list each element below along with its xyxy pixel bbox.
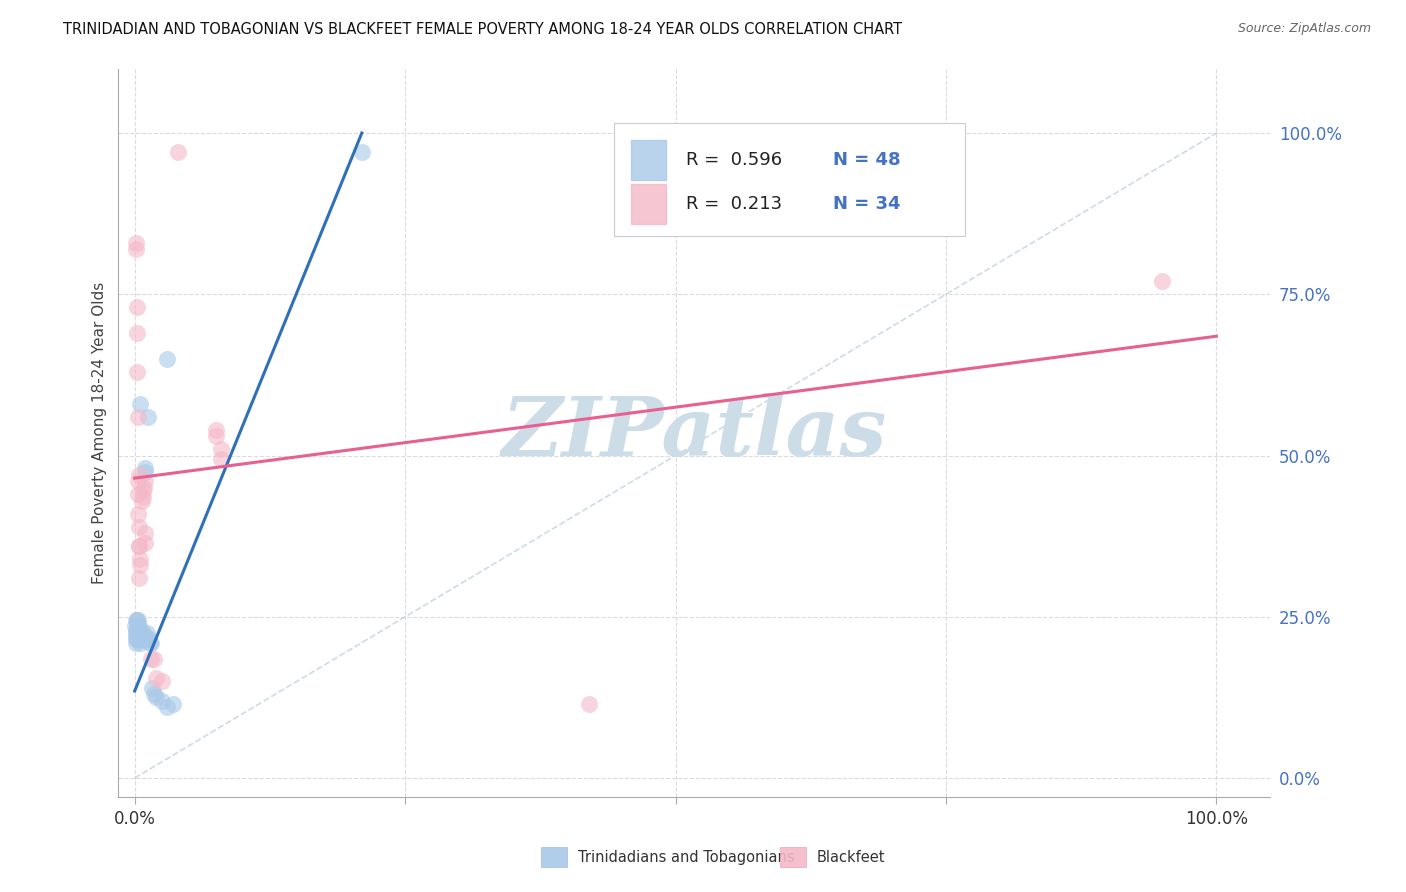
Point bbox=[134, 629, 156, 643]
Point bbox=[125, 242, 148, 256]
Point bbox=[129, 626, 152, 640]
Point bbox=[139, 635, 162, 649]
Point bbox=[204, 423, 226, 437]
Point bbox=[128, 467, 150, 482]
Point bbox=[129, 635, 152, 649]
Point bbox=[125, 365, 148, 379]
Point bbox=[162, 697, 184, 711]
Point bbox=[143, 652, 166, 666]
Point bbox=[127, 626, 149, 640]
Point bbox=[141, 681, 163, 695]
Point bbox=[145, 690, 167, 705]
Point bbox=[350, 145, 373, 160]
Point bbox=[128, 539, 150, 553]
Point bbox=[138, 632, 160, 647]
Text: Source: ZipAtlas.com: Source: ZipAtlas.com bbox=[1237, 22, 1371, 36]
Text: R =  0.596: R = 0.596 bbox=[686, 151, 783, 169]
Point bbox=[129, 558, 152, 573]
Point bbox=[125, 613, 148, 627]
Text: Blackfeet: Blackfeet bbox=[817, 850, 886, 864]
Point bbox=[134, 535, 156, 549]
Point bbox=[127, 619, 149, 633]
Point bbox=[139, 652, 162, 666]
Point bbox=[127, 507, 149, 521]
Point bbox=[143, 687, 166, 701]
Point bbox=[125, 619, 148, 633]
Text: R =  0.213: R = 0.213 bbox=[686, 194, 783, 212]
Point bbox=[127, 613, 149, 627]
Point bbox=[150, 694, 173, 708]
FancyBboxPatch shape bbox=[614, 123, 965, 236]
Point bbox=[128, 629, 150, 643]
Point bbox=[139, 635, 162, 649]
Text: Trinidadians and Tobagonians: Trinidadians and Tobagonians bbox=[578, 850, 794, 864]
Point bbox=[204, 429, 226, 443]
Point bbox=[125, 629, 148, 643]
Point bbox=[209, 451, 232, 466]
Point bbox=[128, 571, 150, 585]
Point bbox=[145, 671, 167, 685]
Point bbox=[129, 397, 152, 411]
Point bbox=[578, 697, 600, 711]
Point bbox=[156, 700, 179, 714]
Point bbox=[134, 632, 156, 647]
Point bbox=[132, 626, 155, 640]
Point bbox=[134, 461, 156, 475]
Point bbox=[125, 235, 148, 250]
Point bbox=[132, 632, 155, 647]
Point bbox=[128, 619, 150, 633]
Point bbox=[127, 632, 149, 647]
Point bbox=[129, 626, 152, 640]
Text: TRINIDADIAN AND TOBAGONIAN VS BLACKFEET FEMALE POVERTY AMONG 18-24 YEAR OLDS COR: TRINIDADIAN AND TOBAGONIAN VS BLACKFEET … bbox=[63, 22, 903, 37]
Point bbox=[134, 525, 156, 540]
Point bbox=[127, 475, 149, 489]
Point bbox=[1152, 274, 1174, 288]
Point bbox=[132, 491, 155, 505]
Point bbox=[128, 519, 150, 533]
Point bbox=[134, 465, 156, 479]
Point bbox=[125, 632, 148, 647]
Point bbox=[131, 626, 153, 640]
Point bbox=[131, 632, 153, 647]
Point bbox=[129, 629, 152, 643]
Point bbox=[134, 632, 156, 647]
Point bbox=[150, 674, 173, 689]
Text: ZIPatlas: ZIPatlas bbox=[502, 393, 887, 473]
Point bbox=[125, 300, 148, 314]
Point bbox=[125, 613, 148, 627]
Point bbox=[129, 632, 152, 647]
Point bbox=[167, 145, 190, 160]
Text: N = 48: N = 48 bbox=[832, 151, 900, 169]
Point bbox=[136, 632, 159, 647]
Point bbox=[156, 351, 179, 366]
Point bbox=[125, 626, 148, 640]
FancyBboxPatch shape bbox=[631, 184, 665, 224]
Point bbox=[135, 626, 157, 640]
Point bbox=[125, 635, 148, 649]
Point bbox=[127, 487, 149, 501]
Point bbox=[134, 475, 156, 489]
Point bbox=[129, 551, 152, 566]
Point bbox=[125, 326, 148, 340]
Point bbox=[124, 629, 146, 643]
Point bbox=[209, 442, 232, 456]
FancyBboxPatch shape bbox=[631, 140, 665, 180]
Point bbox=[127, 632, 149, 647]
Point bbox=[124, 619, 146, 633]
Point bbox=[134, 629, 156, 643]
Point bbox=[127, 626, 149, 640]
Y-axis label: Female Poverty Among 18-24 Year Olds: Female Poverty Among 18-24 Year Olds bbox=[93, 282, 107, 584]
Point bbox=[128, 539, 150, 553]
Point bbox=[125, 623, 148, 637]
Text: N = 34: N = 34 bbox=[832, 194, 900, 212]
Point bbox=[131, 493, 153, 508]
Point bbox=[132, 483, 155, 498]
Point bbox=[136, 409, 159, 424]
Point bbox=[127, 409, 149, 424]
Point bbox=[134, 481, 156, 495]
